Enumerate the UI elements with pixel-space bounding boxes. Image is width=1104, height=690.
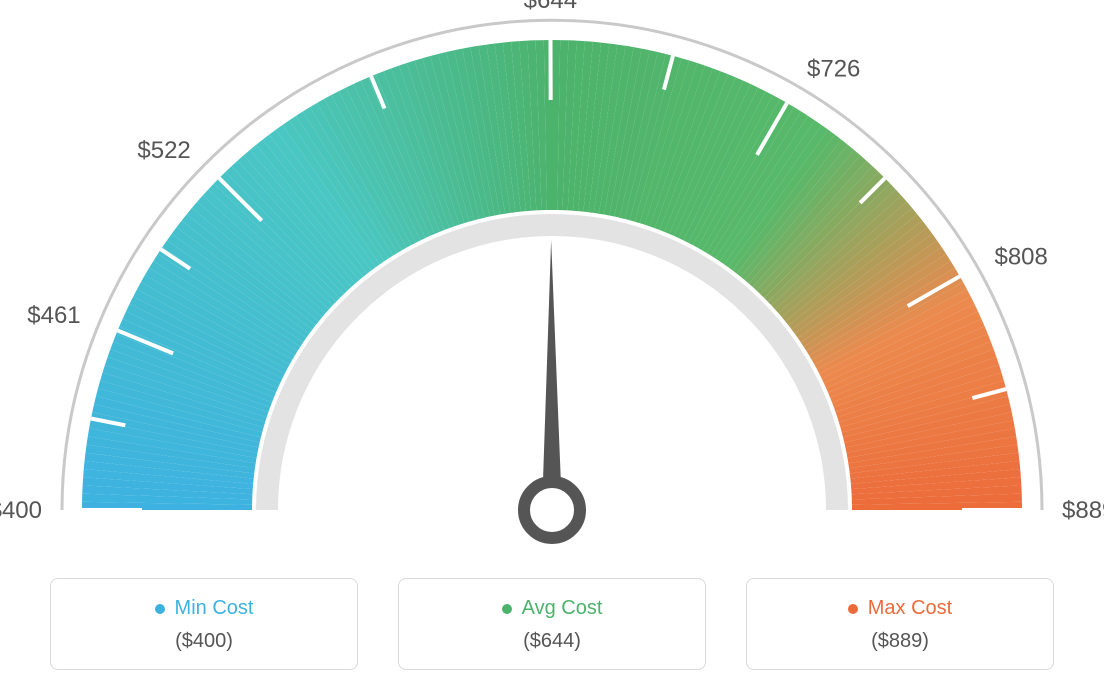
gauge-chart: $400 $461 $522 $644 $726 $808 $889 — [0, 0, 1104, 560]
gauge-tick-label: $644 — [524, 0, 577, 14]
legend-label-min: Min Cost — [175, 597, 254, 620]
cost-gauge-container: $400 $461 $522 $644 $726 $808 $889 Min Cost ($… — [0, 0, 1104, 690]
legend-title-min: Min Cost — [155, 597, 254, 620]
legend-title-max: Max Cost — [848, 597, 952, 620]
legend-label-avg: Avg Cost — [522, 597, 603, 620]
gauge-tick-label: $808 — [994, 243, 1047, 270]
legend-label-max: Max Cost — [868, 597, 952, 620]
legend-card-min: Min Cost ($400) — [50, 578, 358, 670]
legend-title-avg: Avg Cost — [502, 597, 603, 620]
gauge-needle — [542, 240, 562, 510]
gauge-tick-label: $400 — [0, 497, 42, 524]
legend-value-avg: ($644) — [409, 630, 695, 653]
gauge-tick-label: $889 — [1062, 497, 1104, 524]
gauge-tick-label: $461 — [27, 302, 80, 329]
legend-card-max: Max Cost ($889) — [746, 578, 1054, 670]
legend-card-avg: Avg Cost ($644) — [398, 578, 706, 670]
legend-dot-min — [155, 604, 165, 614]
gauge-needle-hub — [524, 482, 580, 538]
legend-value-min: ($400) — [61, 630, 347, 653]
gauge-tick-label: $726 — [807, 55, 860, 82]
gauge-tick-label: $522 — [137, 137, 190, 164]
legend-dot-max — [848, 604, 858, 614]
legend-row: Min Cost ($400) Avg Cost ($644) Max Cost… — [50, 578, 1054, 670]
legend-value-max: ($889) — [757, 630, 1043, 653]
legend-dot-avg — [502, 604, 512, 614]
